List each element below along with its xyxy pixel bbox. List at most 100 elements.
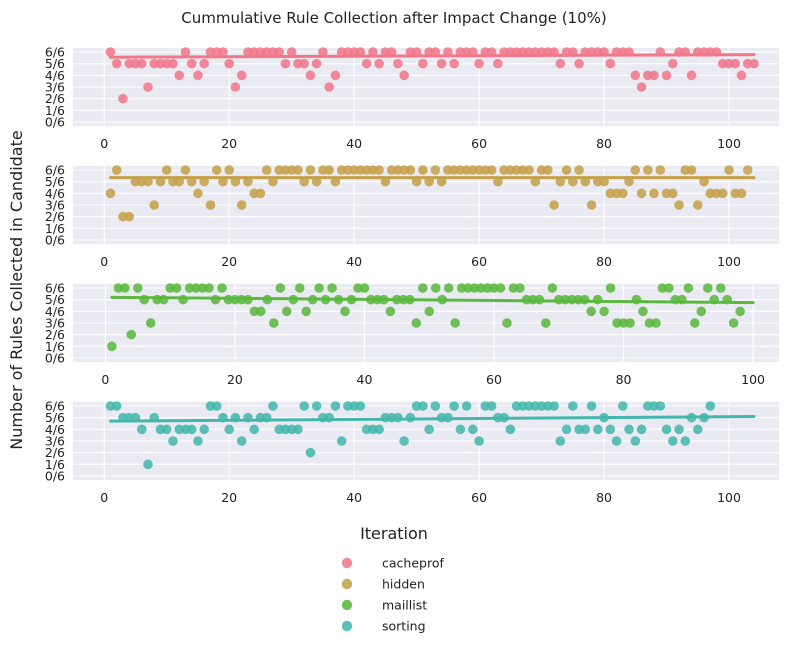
data-point — [330, 401, 341, 411]
data-point — [474, 436, 484, 446]
data-point — [143, 459, 153, 470]
data-point — [605, 58, 616, 69]
data-point — [418, 401, 428, 411]
y-tick-label: 3/6 — [45, 316, 65, 331]
data-point — [236, 200, 247, 210]
data-point — [399, 436, 409, 446]
data-point — [555, 436, 566, 446]
y-tick-label: 1/6 — [45, 457, 65, 472]
data-point — [374, 424, 384, 435]
data-point — [293, 165, 303, 175]
data-point — [586, 200, 597, 210]
data-point — [311, 176, 322, 187]
data-point — [204, 283, 214, 293]
data-point — [305, 70, 316, 81]
data-point — [268, 401, 278, 411]
x-tick-label: 40 — [346, 136, 362, 151]
data-point — [411, 176, 422, 187]
trend-line — [108, 53, 756, 59]
data-point — [255, 188, 266, 199]
legend: cacheprof hidden maillist sorting — [341, 556, 444, 634]
data-point — [636, 424, 647, 435]
data-point — [436, 58, 447, 69]
data-point — [474, 58, 484, 69]
data-point — [311, 58, 322, 69]
data-point — [543, 165, 553, 175]
data-point — [742, 165, 753, 175]
panel-cacheprof: 0/61/62/63/64/65/66/6 0 20 40 60 80 100 — [45, 45, 779, 151]
data-point — [411, 318, 422, 328]
data-point — [689, 318, 700, 328]
data-point — [449, 401, 459, 411]
data-point — [293, 424, 303, 435]
data-point — [186, 424, 197, 435]
data-point — [218, 176, 228, 187]
data-point — [705, 401, 716, 411]
data-point — [230, 82, 241, 92]
y-tick-label: 2/6 — [45, 445, 65, 460]
data-point — [424, 176, 434, 187]
y-tick-label: 0/6 — [45, 351, 65, 366]
y-tick-label: 5/6 — [45, 56, 65, 71]
data-point — [186, 58, 197, 69]
data-point — [171, 283, 182, 293]
data-point — [385, 306, 396, 317]
x-tick-label: 20 — [221, 136, 237, 151]
data-point — [111, 165, 122, 175]
y-tick-label: 1/6 — [45, 221, 65, 236]
data-point — [749, 58, 759, 69]
data-point — [661, 424, 672, 435]
y-tick-label: 6/6 — [45, 281, 65, 296]
data-point — [593, 424, 603, 435]
data-point — [174, 70, 185, 81]
data-point — [443, 283, 454, 293]
y-tick-label: 2/6 — [45, 91, 65, 106]
data-point — [199, 424, 210, 435]
data-point — [630, 165, 641, 175]
x-tick-label: 60 — [471, 136, 487, 151]
data-point — [702, 283, 713, 293]
data-point — [502, 318, 512, 328]
y-tick-label: 6/6 — [45, 399, 65, 414]
data-point — [605, 283, 616, 293]
legend-marker — [341, 599, 353, 611]
data-point — [199, 58, 210, 69]
x-tick-label: 60 — [486, 372, 502, 387]
data-point — [143, 82, 153, 92]
data-point — [224, 165, 234, 175]
data-point — [374, 165, 384, 175]
data-point — [318, 47, 328, 57]
data-point — [105, 47, 116, 57]
data-point — [324, 82, 334, 92]
data-point — [380, 176, 391, 187]
data-point — [674, 424, 684, 435]
data-point — [180, 165, 191, 175]
data-point — [468, 424, 478, 435]
data-point — [586, 306, 596, 317]
data-point — [236, 436, 247, 446]
data-point — [636, 82, 647, 92]
data-point — [155, 176, 166, 187]
x-tick-label: 80 — [596, 490, 612, 505]
data-point — [495, 283, 506, 293]
data-point — [424, 424, 434, 435]
data-point — [261, 165, 272, 175]
data-point — [574, 58, 584, 69]
data-point — [178, 294, 188, 305]
data-point — [249, 424, 259, 435]
data-point — [618, 401, 628, 411]
y-tick-label: 3/6 — [45, 80, 65, 95]
trend-line — [108, 415, 756, 423]
data-point — [143, 176, 153, 187]
data-point — [327, 283, 337, 293]
data-point — [605, 424, 616, 435]
data-point — [361, 58, 372, 69]
data-point — [555, 58, 566, 69]
data-point — [105, 188, 116, 199]
data-point — [574, 165, 584, 175]
x-tick-label: 80 — [596, 254, 612, 269]
y-tick-label: 3/6 — [45, 434, 65, 449]
data-point — [455, 424, 466, 435]
data-point — [735, 306, 745, 317]
data-point — [417, 283, 428, 293]
